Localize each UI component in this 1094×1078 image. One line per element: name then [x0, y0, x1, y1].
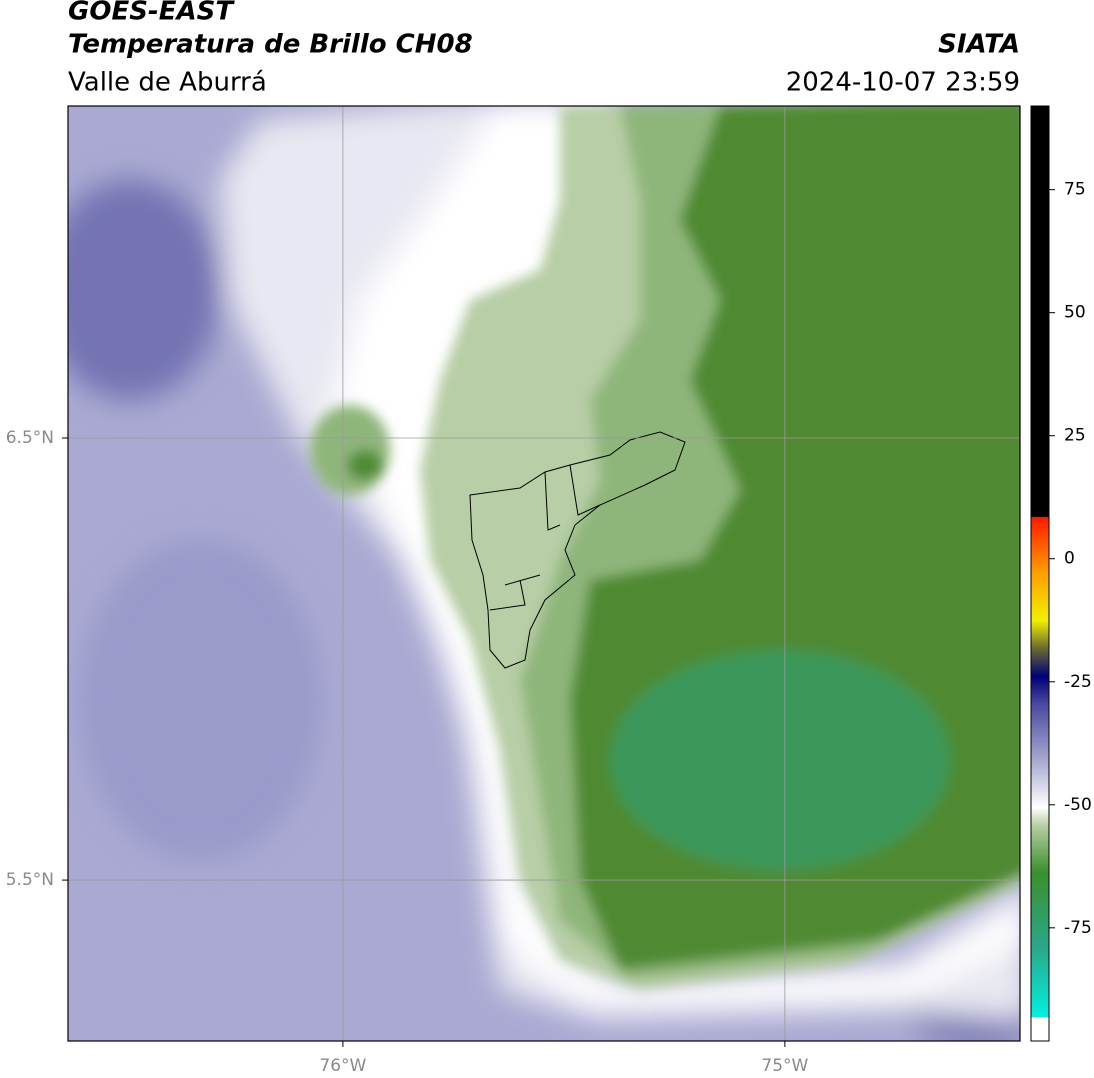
- lon-tick-label: 75°W: [761, 1056, 808, 1076]
- title: GOES-EAST: [68, 0, 235, 27]
- colorbar-tick-label: -25: [1064, 672, 1092, 692]
- colorbar-tick-label: 25: [1064, 426, 1086, 446]
- source: SIATA: [938, 30, 1020, 60]
- colorbar: [1030, 105, 1050, 1042]
- satellite-image: [68, 106, 1020, 1041]
- basin-outline: [469, 431, 686, 669]
- colorbar-tick-label: -50: [1064, 795, 1092, 815]
- lon-tick-label: 76°W: [319, 1056, 366, 1076]
- colorbar-tick-label: -75: [1064, 918, 1092, 938]
- colorbar-tick-label: 75: [1064, 180, 1086, 200]
- lat-tick-label: 5.5°N: [6, 870, 54, 890]
- subtitle: Temperatura de Brillo CH08: [68, 30, 473, 60]
- map-frame: [67, 105, 1021, 1042]
- colorbar-tick-label: 50: [1064, 303, 1086, 323]
- region: Valle de Aburrá: [68, 68, 267, 98]
- lat-tick-label: 6.5°N: [6, 428, 54, 448]
- graticule: [68, 106, 1020, 1041]
- datetime: 2024-10-07 23:59: [786, 68, 1020, 98]
- colorbar-tick-label: 0: [1064, 549, 1075, 569]
